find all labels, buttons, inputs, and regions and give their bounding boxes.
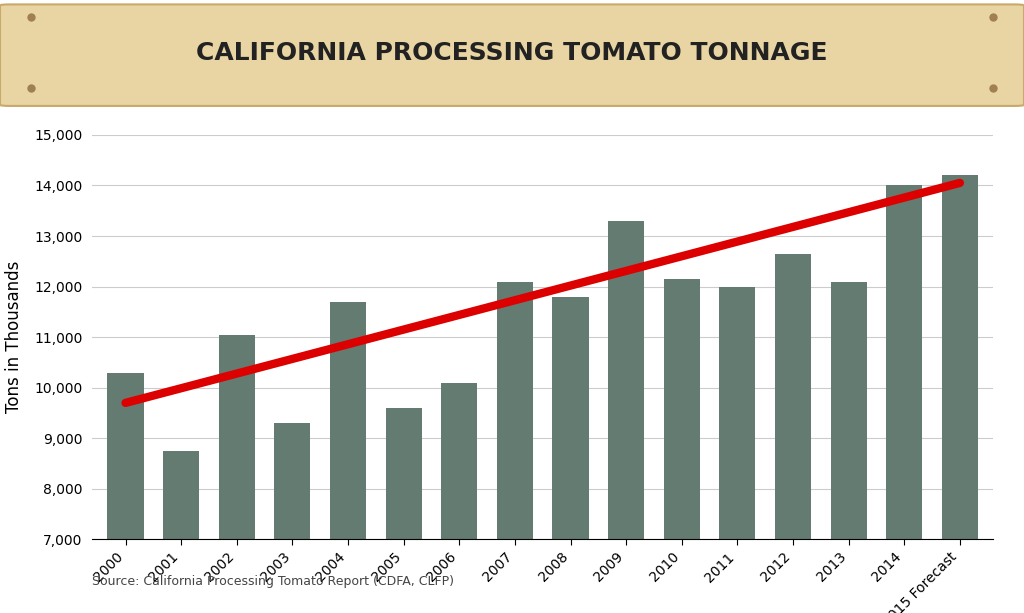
Bar: [219, 335, 255, 613]
Bar: [330, 302, 367, 613]
Bar: [775, 254, 811, 613]
Y-axis label: Tons in Thousands: Tons in Thousands: [5, 261, 23, 413]
Bar: [830, 281, 866, 613]
Text: Source: California Processing Tomato Report (CDFA, CLFP): Source: California Processing Tomato Rep…: [92, 576, 455, 588]
Bar: [497, 281, 532, 613]
Bar: [108, 373, 143, 613]
Bar: [386, 408, 422, 613]
Bar: [886, 185, 923, 613]
Bar: [163, 451, 200, 613]
Text: CALIFORNIA PROCESSING TOMATO TONNAGE: CALIFORNIA PROCESSING TOMATO TONNAGE: [197, 41, 827, 65]
Bar: [942, 175, 978, 613]
Bar: [274, 423, 310, 613]
Bar: [719, 286, 756, 613]
Bar: [441, 383, 477, 613]
Bar: [553, 297, 589, 613]
Bar: [608, 221, 644, 613]
Bar: [664, 279, 699, 613]
FancyBboxPatch shape: [0, 4, 1024, 106]
